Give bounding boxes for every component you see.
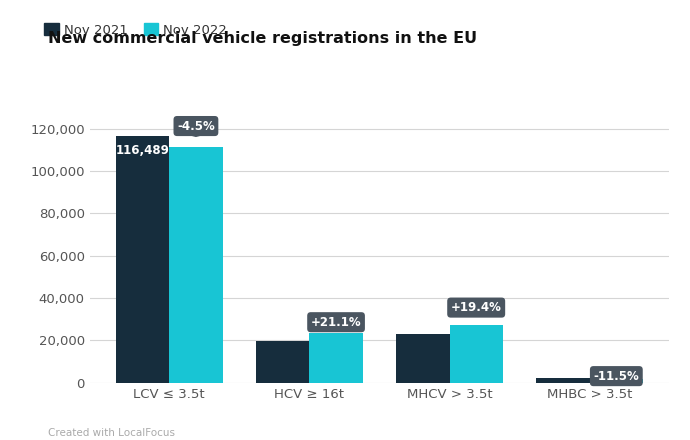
- Text: -11.5%: -11.5%: [593, 370, 639, 383]
- Polygon shape: [191, 136, 201, 137]
- Polygon shape: [331, 327, 341, 328]
- Bar: [396, 334, 450, 383]
- Bar: [536, 378, 590, 383]
- Bar: [256, 341, 309, 383]
- Bar: [309, 333, 363, 383]
- Text: +19.4%: +19.4%: [451, 301, 502, 314]
- Text: -4.5%: -4.5%: [177, 120, 215, 132]
- Text: Created with LocalFocus: Created with LocalFocus: [48, 428, 175, 438]
- Text: +21.1%: +21.1%: [310, 316, 362, 329]
- Bar: [450, 325, 503, 383]
- Legend: Nov 2021, Nov 2022: Nov 2021, Nov 2022: [44, 23, 227, 37]
- Text: 116,489: 116,489: [116, 144, 170, 158]
- Bar: [169, 147, 223, 383]
- Polygon shape: [471, 315, 481, 316]
- Text: New commercial vehicle registrations in the EU: New commercial vehicle registrations in …: [48, 31, 477, 46]
- Bar: [116, 136, 169, 383]
- Bar: [590, 379, 643, 383]
